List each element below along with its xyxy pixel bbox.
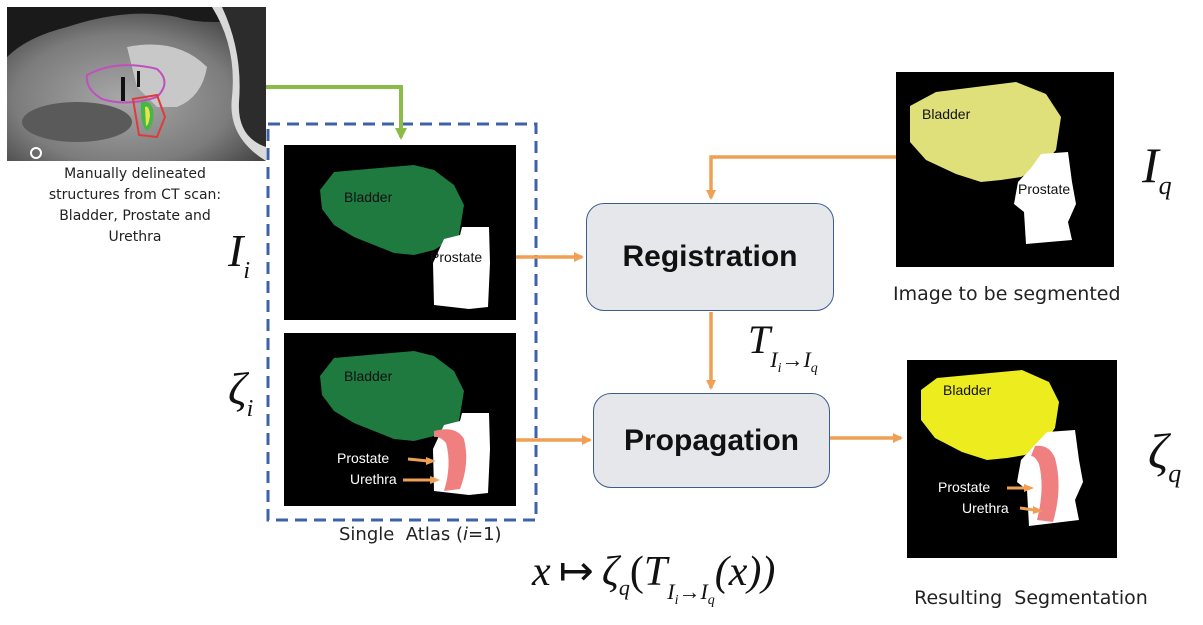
query-image-panel: Bladder Prostate [896,72,1114,267]
transform-label: TIi→Iq [748,320,818,389]
atlas-seg-prostate-label: Prostate [337,450,389,466]
formula-zeta-sub: q [618,575,630,600]
atlas-image-label-base: I [228,225,244,276]
transform-arrow: → [781,347,804,372]
result-panel: Bladder Prostate Urethra [907,360,1117,558]
ct-caption-line: Manually delineated [64,166,206,182]
formula-T-sub2-q: q [707,593,715,608]
result-label-sub: q [1168,459,1182,488]
transform-sub-from: I [770,347,778,372]
result-label-base: ζ [1148,423,1169,479]
ct-scan-image [7,7,266,161]
result-caption: Resulting Segmentation [902,565,1148,609]
propagation-box: Propagation [593,393,830,488]
formula-T: T [643,549,668,595]
query-label-base: I [1142,137,1159,193]
formula-T-sub2: I [700,579,708,604]
atlas-caption-suffix: =1) [468,524,502,545]
result-caption-text: Resulting Segmentation [914,587,1148,609]
formula-x: x [532,549,551,595]
query-prostate-label: Prostate [1018,181,1070,197]
transform-sub-to: I [803,347,811,372]
atlas-image-label-sub: i [243,258,250,284]
ct-caption-line: Urethra [108,229,162,245]
formula-arrow: → [678,579,701,604]
atlas-seg-urethra-label: Urethra [350,471,397,487]
propagation-label: Propagation [623,423,799,457]
atlas-caption-prefix: Single Atlas ( [339,524,463,545]
atlas-caption-index: i [463,524,469,545]
query-label: Iq [1142,140,1172,211]
ct-caption-line: Bladder, Prostate and [59,208,211,224]
query-caption: Image to be segmented [893,283,1121,305]
result-prostate-label: Prostate [938,479,990,495]
formula-open: ( [629,549,644,595]
atlas-bladder-label: Bladder [344,189,393,205]
atlas-caption: Single Atlas (i=1) [339,524,502,545]
ct-caption-line: structures from CT scan: [48,187,222,203]
formula-zeta: ζ [601,549,619,595]
formula-mapsto: ↦ [558,549,594,595]
query-bladder-label: Bladder [922,106,971,122]
atlas-image-panel: Bladder Prostate [284,145,516,320]
atlas-seg-bladder-label: Bladder [344,368,393,384]
formula: x ↦ ζq(TIi→Iq(x)) [532,548,775,625]
result-label: ζq [1148,426,1181,499]
ct-scan-caption: Manually delineated structures from CT s… [0,164,270,248]
query-label-sub: q [1158,171,1172,200]
atlas-image-label: Ii [228,228,250,294]
ct-to-atlas-arrow [266,85,407,140]
query-caption-text: Image to be segmented [893,283,1121,305]
atlas-seg-label-sub: i [246,396,254,422]
registration-label: Registration [622,240,798,273]
result-bladder-label: Bladder [943,382,992,398]
transform-sub-from-sub: i [777,361,782,376]
registration-box: Registration [586,203,834,311]
result-urethra-label: Urethra [962,500,1009,516]
formula-inner: (x)) [714,549,776,595]
atlas-seg-label-base: ζ [228,363,247,414]
atlas-segmentation-panel: Bladder Prostate Urethra [284,333,516,506]
atlas-seg-label: ζi [228,366,253,432]
query-to-registration-arrow [706,155,896,200]
transform-base: T [748,317,771,362]
formula-T-sub: I [667,579,675,604]
atlas-prostate-label: Prostate [430,249,482,265]
formula-T-sub-i: i [674,593,679,608]
connector-layer [266,85,903,522]
transform-sub-to-sub: q [810,361,818,376]
